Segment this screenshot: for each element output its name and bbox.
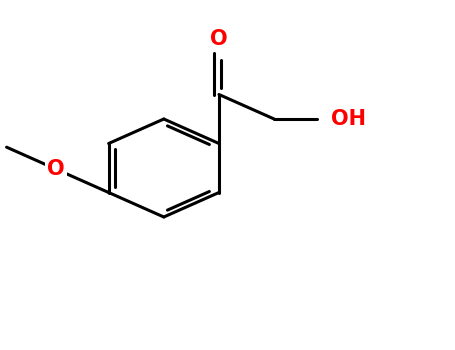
Text: O: O	[210, 29, 228, 49]
Text: OH: OH	[331, 109, 366, 129]
Text: O: O	[47, 159, 65, 179]
